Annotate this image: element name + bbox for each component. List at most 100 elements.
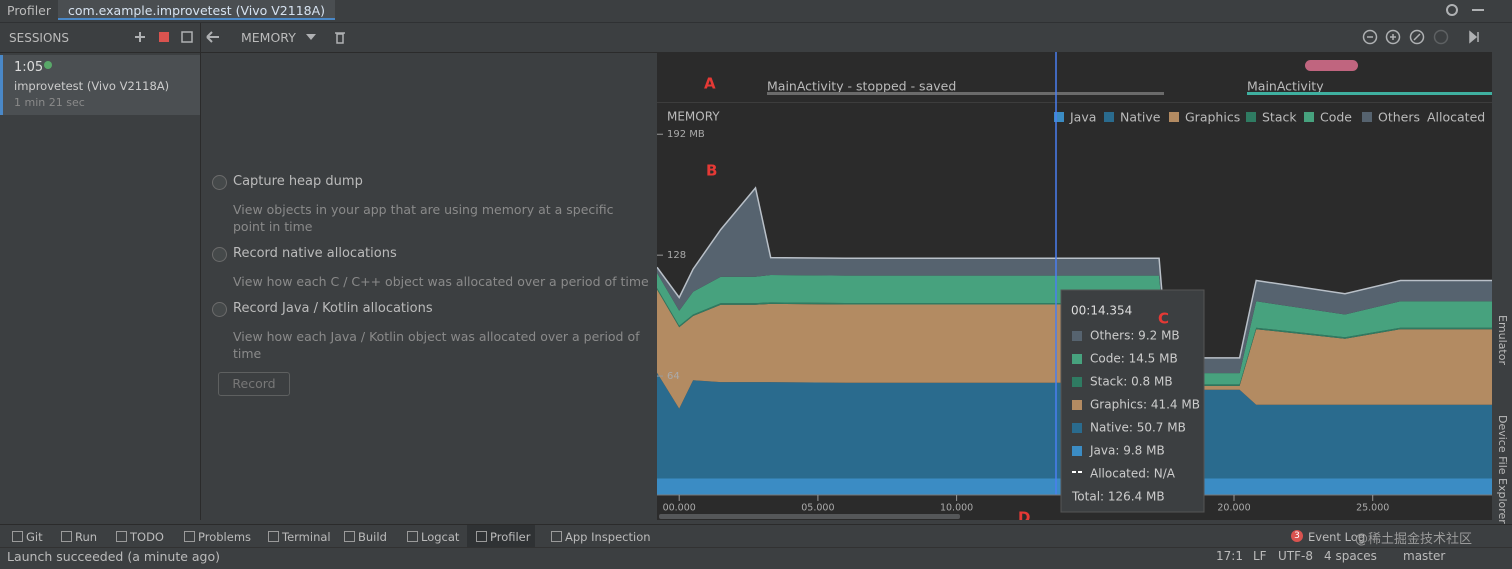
status-bar bbox=[0, 547, 1512, 569]
session-icons bbox=[135, 31, 193, 43]
tab-icon bbox=[12, 531, 23, 542]
stop-session[interactable] bbox=[159, 32, 169, 42]
tooltip-row: Others: 9.2 MB bbox=[1090, 329, 1180, 343]
pause[interactable] bbox=[1433, 29, 1449, 45]
tooltip-row: Java: 9.8 MB bbox=[1089, 444, 1165, 458]
live-dot bbox=[44, 61, 52, 69]
tool-tab[interactable]: App Inspection bbox=[565, 530, 651, 544]
tooltip-row: Code: 14.5 MB bbox=[1090, 352, 1178, 366]
option-label[interactable]: Capture heap dump bbox=[233, 174, 363, 189]
tooltip-swatch bbox=[1072, 446, 1082, 456]
add-session[interactable] bbox=[135, 32, 145, 42]
tooltip-swatch bbox=[1072, 331, 1082, 341]
option-label[interactable]: Record Java / Kotlin allocations bbox=[233, 301, 433, 316]
x-tick-label: 25.000 bbox=[1356, 503, 1389, 514]
tab-icon bbox=[551, 531, 562, 542]
event-badge: 3 bbox=[1291, 530, 1303, 542]
legend-swatch bbox=[1054, 112, 1064, 122]
activity-bar bbox=[767, 92, 1164, 95]
session-time: 1:05 bbox=[14, 60, 44, 75]
event-marker bbox=[1305, 60, 1358, 71]
radio[interactable] bbox=[212, 247, 227, 262]
dropdown-arrow[interactable] bbox=[306, 34, 316, 40]
event-log[interactable]: Event Log bbox=[1308, 530, 1366, 544]
tool-tab[interactable]: Git bbox=[26, 530, 43, 544]
session-tab[interactable]: com.example.improvetest (Vivo V2118A) bbox=[58, 0, 336, 20]
profiler-toolbar bbox=[206, 31, 345, 44]
back-button[interactable] bbox=[206, 31, 219, 43]
area bbox=[657, 272, 1492, 385]
legend-label: Graphics bbox=[1185, 110, 1240, 125]
status-item[interactable]: master bbox=[1403, 549, 1446, 563]
zoom-controls bbox=[1362, 29, 1479, 45]
option-description: View objects in your app that are using … bbox=[233, 202, 614, 234]
status-item[interactable]: LF bbox=[1253, 549, 1267, 563]
legend-label: Code bbox=[1320, 110, 1352, 125]
legend-swatch bbox=[1104, 112, 1114, 122]
activity-label: MainActivity bbox=[1247, 79, 1324, 94]
tool-tab[interactable]: Logcat bbox=[421, 530, 460, 544]
legend-label: Java bbox=[1069, 110, 1096, 125]
tool-window-bar bbox=[0, 524, 1512, 548]
legend-label: Native bbox=[1120, 110, 1161, 125]
annotation: A bbox=[704, 75, 716, 93]
side-strip bbox=[1492, 52, 1512, 520]
tooltip-swatch bbox=[1072, 400, 1082, 410]
tool-tab[interactable]: Build bbox=[358, 530, 387, 544]
record-button[interactable]: Record bbox=[218, 372, 290, 396]
memory-chart: A MainActivity - stopped - saved MainAct… bbox=[657, 52, 1492, 520]
tooltip-box bbox=[1060, 289, 1205, 513]
tab-icon bbox=[61, 531, 72, 542]
x-tick-label: 20.000 bbox=[1217, 503, 1250, 514]
scrollbar[interactable] bbox=[659, 514, 960, 519]
reset-zoom[interactable] bbox=[1409, 29, 1425, 45]
legend-swatch bbox=[1304, 112, 1314, 122]
window-icons bbox=[1446, 4, 1484, 16]
annotation: C bbox=[1158, 310, 1169, 328]
tool-tab[interactable]: Run bbox=[75, 530, 98, 544]
tool-tab[interactable]: Problems bbox=[198, 530, 252, 544]
legend-swatch bbox=[1169, 112, 1179, 122]
tool-tab[interactable]: Terminal bbox=[282, 530, 331, 544]
status-message: Launch succeeded (a minute ago) bbox=[7, 549, 221, 564]
option-label[interactable]: Record native allocations bbox=[233, 246, 397, 261]
y-tick-label: 128 bbox=[667, 250, 686, 261]
tab-icon bbox=[344, 531, 355, 542]
tab-bar bbox=[0, 0, 1512, 23]
tooltip-total: Total: 126.4 MB bbox=[1071, 490, 1165, 504]
settings-icon[interactable] bbox=[1446, 4, 1458, 16]
radio[interactable] bbox=[212, 302, 227, 317]
status-item[interactable]: UTF-8 bbox=[1278, 549, 1313, 563]
zoom-out[interactable] bbox=[1362, 29, 1378, 45]
radio[interactable] bbox=[212, 175, 227, 190]
status-item[interactable]: 17:1 bbox=[1216, 549, 1243, 563]
session-duration: 1 min 21 sec bbox=[14, 96, 85, 109]
tool-tab[interactable]: TODO bbox=[130, 530, 164, 544]
option-description: View how each C / C++ object was allocat… bbox=[233, 274, 649, 289]
legend-label: Allocated bbox=[1427, 110, 1485, 125]
tooltip-time: 00:14.354 bbox=[1071, 304, 1132, 318]
profiler-select[interactable]: MEMORY bbox=[241, 30, 296, 45]
go-live[interactable] bbox=[1469, 30, 1479, 44]
status-item[interactable]: 4 spaces bbox=[1324, 549, 1377, 563]
zoom-in[interactable] bbox=[1385, 29, 1401, 45]
toggle-panel[interactable] bbox=[181, 31, 193, 43]
tool-tab[interactable]: Profiler bbox=[490, 530, 531, 544]
delete-button[interactable] bbox=[335, 32, 345, 44]
tooltip-swatch bbox=[1072, 354, 1082, 364]
tooltip-row: Allocated: N/A bbox=[1090, 467, 1176, 481]
x-tick-label: 05.000 bbox=[801, 503, 834, 514]
tab-icon bbox=[476, 531, 487, 542]
x-tick-label: 10.000 bbox=[940, 503, 973, 514]
side-tab[interactable]: Device File Explorer bbox=[1496, 415, 1509, 524]
tooltip-swatch bbox=[1072, 377, 1082, 387]
x-tick-label: 00.000 bbox=[663, 503, 696, 514]
divider bbox=[200, 23, 201, 520]
tab-icon bbox=[184, 531, 195, 542]
annotation: D bbox=[1018, 509, 1030, 521]
session-item[interactable] bbox=[0, 55, 200, 115]
sessions-title: SESSIONS bbox=[9, 31, 70, 45]
tooltip-row: Graphics: 41.4 MB bbox=[1090, 398, 1200, 412]
side-tab[interactable]: Emulator bbox=[1496, 315, 1509, 365]
